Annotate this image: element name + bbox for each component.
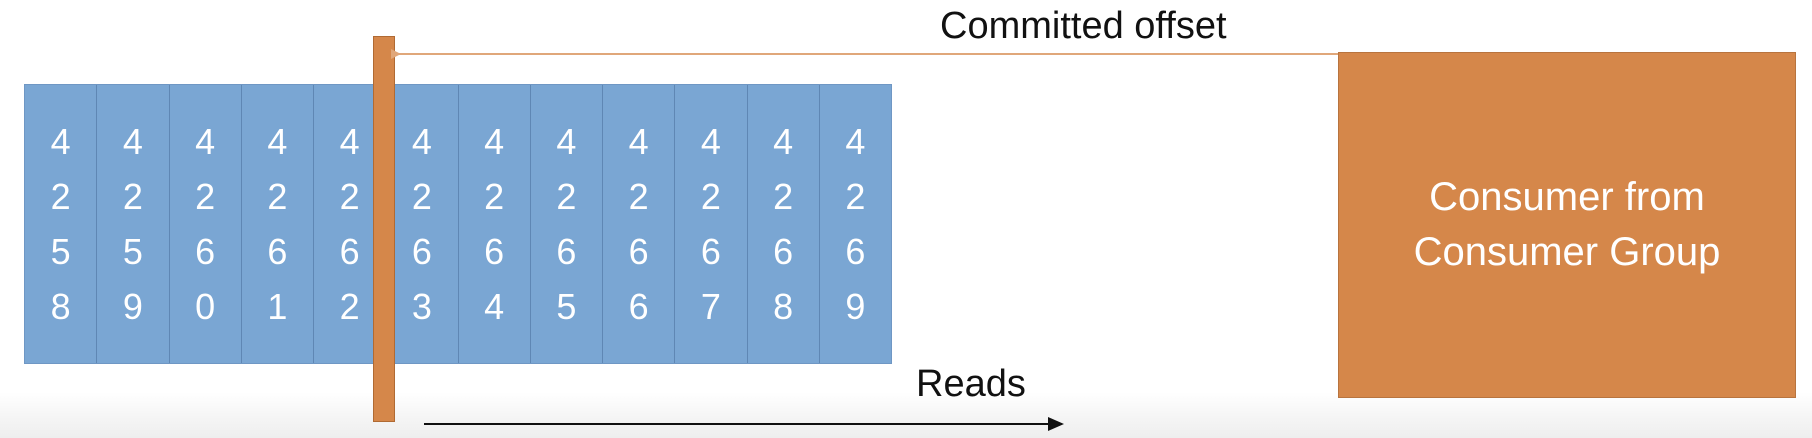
offset-digit: 2: [556, 176, 577, 217]
offset-digit: 6: [845, 231, 866, 272]
offset-digit: 9: [845, 286, 866, 327]
offset-digit: 4: [484, 286, 505, 327]
offset-digit: 0: [195, 286, 216, 327]
offset-digit: 2: [267, 176, 288, 217]
offset-cell: 4 2 6 7: [675, 85, 748, 363]
offset-cell: 4 2 5 9: [97, 85, 170, 363]
offset-digit: 6: [773, 231, 794, 272]
offset-digit: 6: [700, 231, 721, 272]
offset-digit: 1: [267, 286, 288, 327]
offset-digit: 2: [339, 286, 360, 327]
offset-digit: 4: [339, 121, 360, 162]
offset-digit: 6: [484, 231, 505, 272]
offset-cell: 4 2 6 6: [603, 85, 676, 363]
committed-offset-label: Committed offset: [940, 5, 1227, 47]
offset-cell: 4 2 6 4: [459, 85, 531, 363]
offset-cell: 4 2 6 5: [531, 85, 603, 363]
offset-digit: 4: [773, 121, 794, 162]
offset-cell: 4 2 5 8: [25, 85, 98, 363]
offset-digit: 4: [484, 121, 505, 162]
offset-cell: 4 2 6 0: [170, 85, 242, 363]
offset-digit: 2: [122, 176, 143, 217]
offset-digit: 6: [195, 231, 216, 272]
offset-cell: 4 2 6 1: [242, 85, 314, 363]
offset-digit: 2: [845, 176, 866, 217]
offset-digit: 4: [556, 121, 577, 162]
offset-digit: 4: [195, 121, 216, 162]
offset-digit: 2: [628, 176, 649, 217]
offset-digit: 4: [122, 121, 143, 162]
offset-digit: 8: [773, 286, 794, 327]
offset-digit: 2: [195, 176, 216, 217]
offset-digit: 6: [556, 231, 577, 272]
offset-digit: 5: [556, 286, 577, 327]
consumer-label: Consumer from Consumer Group: [1413, 175, 1721, 274]
offset-digit: 2: [484, 176, 505, 217]
offset-digit: 4: [411, 121, 432, 162]
offset-digit: 9: [122, 286, 143, 327]
offset-digit: 4: [50, 121, 71, 162]
partition-log: 4 2 5 8 4 2 5 9 4 2 6 0 4 2 6 1 4 2 6 2 4 2 6 3 4 2 6 4 4 2 6 5 4 2 6 6 4 2 6 7…: [24, 84, 892, 364]
offset-digit: 6: [267, 231, 288, 272]
offset-digit: 4: [700, 121, 721, 162]
offset-cell: 4 2 6 9: [820, 85, 891, 363]
offset-digit: 2: [773, 176, 794, 217]
offset-digit: 7: [700, 286, 721, 327]
offset-digit: 8: [50, 286, 71, 327]
offset-digit: 4: [845, 121, 866, 162]
offset-digit: 2: [700, 176, 721, 217]
offset-digit: 5: [122, 231, 143, 272]
consumer-box: Consumer from Consumer Group: [1338, 52, 1796, 398]
offset-digit: 6: [411, 231, 432, 272]
offset-cell: 4 2 6 8: [748, 85, 820, 363]
reads-label: Reads: [916, 363, 1026, 405]
offset-digit: 6: [628, 231, 649, 272]
offset-digit: 2: [339, 176, 360, 217]
offset-digit: 6: [339, 231, 360, 272]
offset-digit: 6: [628, 286, 649, 327]
offset-digit: 4: [628, 121, 649, 162]
offset-digit: 3: [411, 286, 432, 327]
offset-digit: 2: [411, 176, 432, 217]
committed-offset-marker: [373, 36, 395, 422]
offset-digit: 4: [267, 121, 288, 162]
offset-digit: 2: [50, 176, 71, 217]
offset-digit: 5: [50, 231, 71, 272]
offset-cell: 4 2 6 3: [386, 85, 459, 363]
offset-cell: 4 2 6 2: [314, 85, 387, 363]
